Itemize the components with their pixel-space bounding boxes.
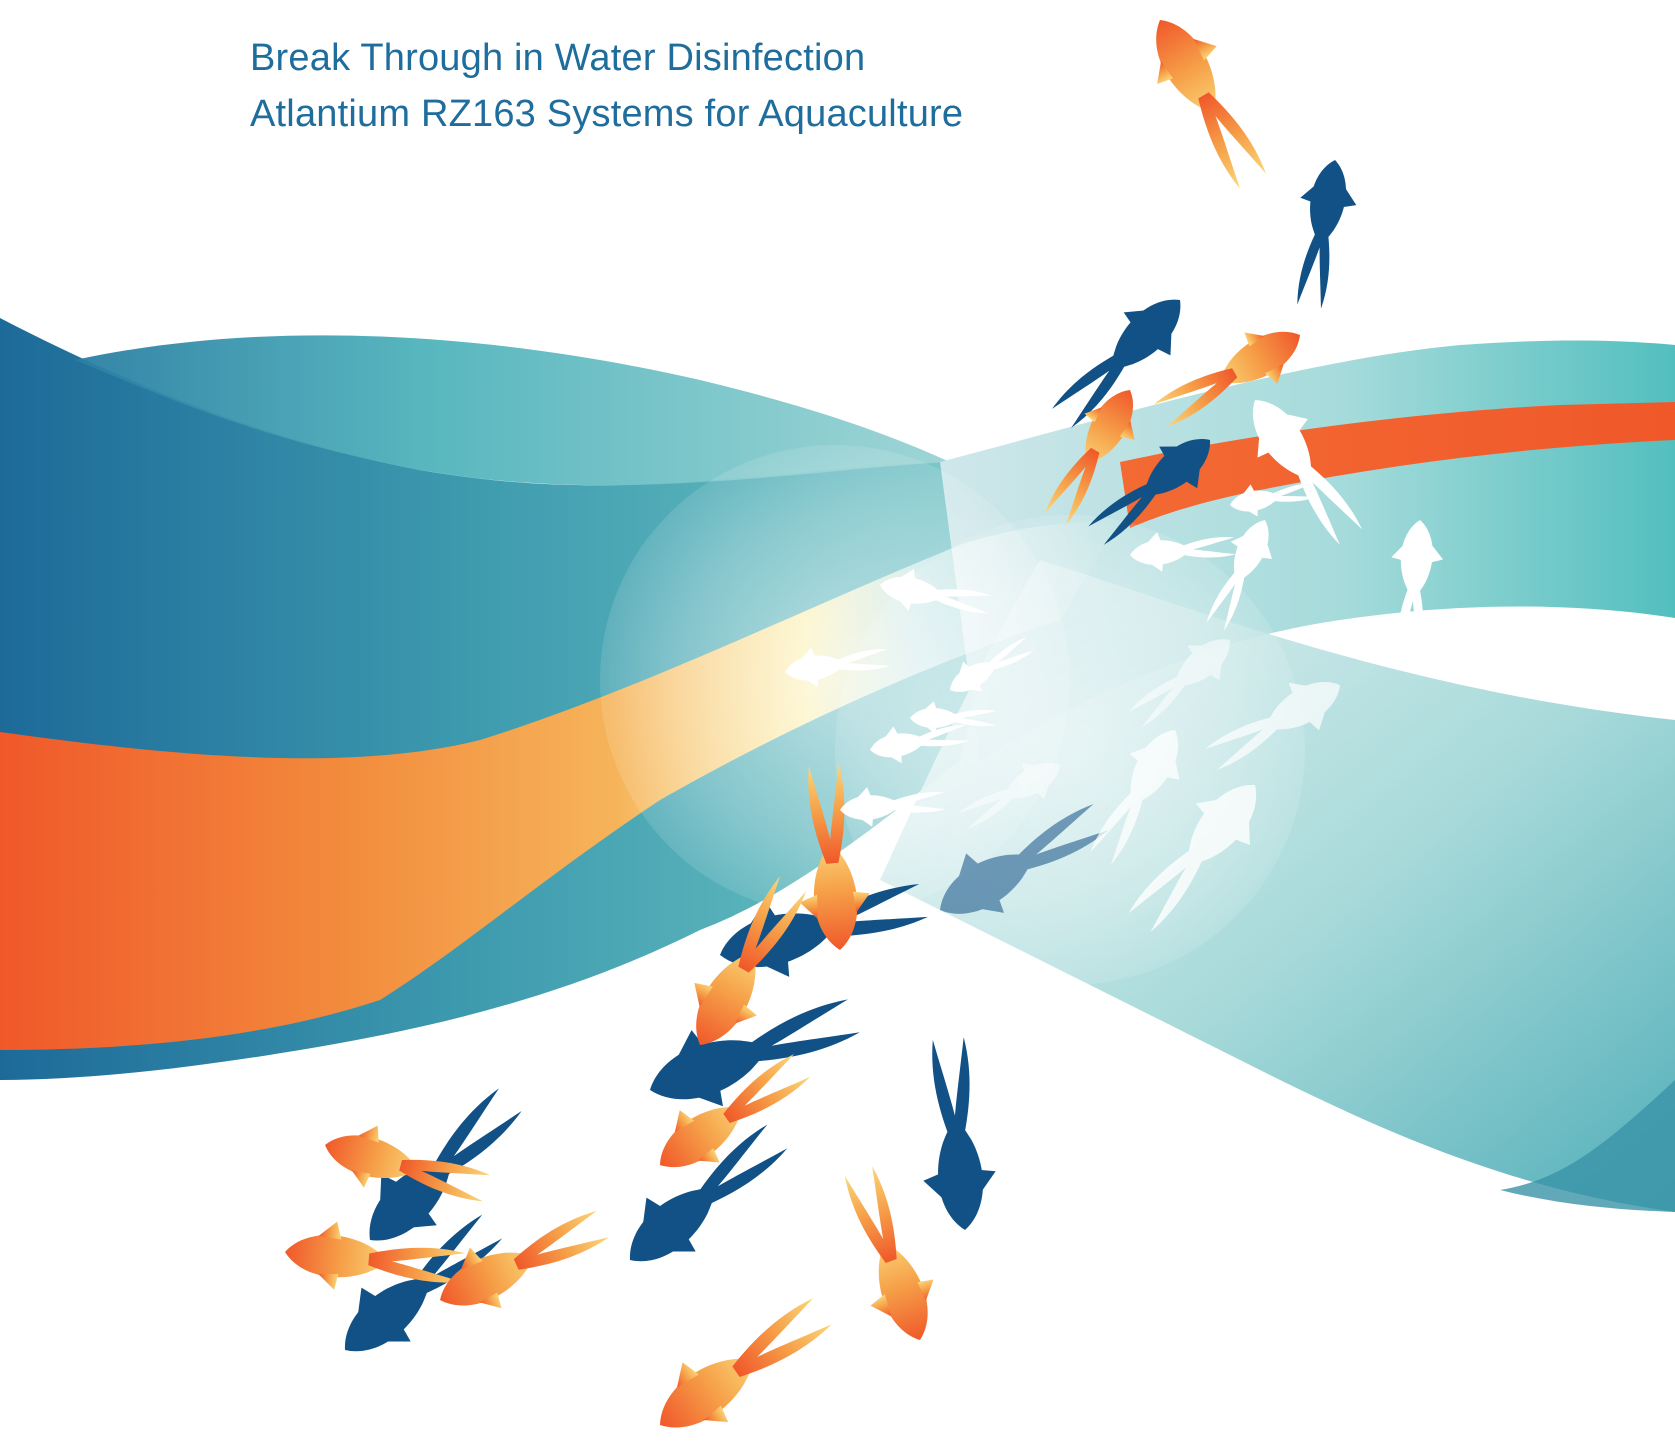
fish-icon <box>1130 2 1285 199</box>
orange-right-stripe <box>1120 402 1675 528</box>
top-teal-wave <box>75 335 950 486</box>
cover-title-block: Break Through in Water Disinfection Atla… <box>250 30 963 142</box>
fish-icon <box>425 1192 618 1331</box>
cover-headline: Break Through in Water Disinfection <box>250 37 866 79</box>
fish-icon <box>1281 155 1364 312</box>
lower-right-shadow <box>1500 1080 1675 1212</box>
fish-icon <box>911 1035 1001 1234</box>
cover-subheadline: Atlantium RZ163 Systems for Aquaculture <box>250 93 964 135</box>
fish-icon <box>637 1279 844 1441</box>
